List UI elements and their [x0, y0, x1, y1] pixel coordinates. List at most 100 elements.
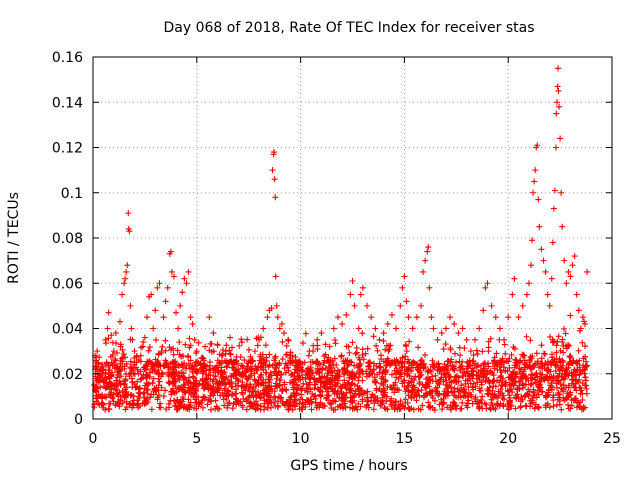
noise-point — [331, 379, 338, 386]
data-point — [227, 334, 234, 341]
noise-point — [213, 380, 220, 387]
noise-point — [287, 357, 294, 364]
data-point — [310, 348, 317, 355]
noise-point — [364, 397, 371, 404]
noise-point — [444, 382, 451, 389]
noise-point — [154, 394, 161, 401]
data-point — [276, 325, 283, 332]
noise-point — [212, 405, 219, 412]
noise-point — [302, 387, 309, 394]
data-point — [278, 320, 285, 327]
noise-point — [565, 393, 572, 400]
y-tick-label: 0.1 — [61, 186, 83, 202]
noise-point — [297, 376, 304, 383]
noise-point — [385, 357, 392, 364]
noise-point — [340, 371, 347, 378]
noise-point — [263, 369, 270, 376]
noise-point — [326, 363, 333, 370]
noise-point — [121, 363, 128, 370]
noise-point — [314, 369, 321, 376]
data-point — [480, 307, 487, 314]
data-point — [434, 336, 441, 343]
noise-point — [474, 362, 481, 369]
noise-point — [322, 365, 329, 372]
data-point — [214, 341, 221, 348]
data-point — [177, 302, 184, 309]
noise-point — [207, 392, 214, 399]
noise-point — [546, 404, 553, 411]
noise-point — [195, 359, 202, 366]
noise-point — [271, 393, 278, 400]
noise-point — [392, 362, 399, 369]
data-point — [119, 291, 126, 298]
noise-point — [473, 347, 480, 354]
noise-point — [294, 387, 301, 394]
noise-point — [521, 357, 528, 364]
noise-point — [559, 338, 566, 345]
noise-point — [527, 403, 534, 410]
noise-point — [242, 369, 249, 376]
noise-point — [512, 359, 519, 366]
noise-point — [113, 340, 120, 347]
noise-point — [383, 398, 390, 405]
noise-point — [367, 398, 374, 405]
noise-point — [365, 363, 372, 370]
data-point — [93, 388, 100, 395]
noise-point — [354, 383, 361, 390]
x-tick-label: 15 — [395, 431, 413, 447]
data-point — [175, 325, 182, 332]
noise-point — [274, 372, 281, 379]
noise-point — [195, 398, 202, 405]
noise-point — [329, 358, 336, 365]
noise-point — [512, 394, 519, 401]
noise-point — [112, 385, 119, 392]
noise-point — [174, 406, 181, 413]
noise-point — [229, 364, 236, 371]
data-point — [549, 239, 556, 246]
noise-point — [317, 393, 324, 400]
data-point — [301, 359, 308, 366]
noise-point — [559, 373, 566, 380]
data-point — [128, 325, 135, 332]
noise-point — [186, 365, 193, 372]
noise-point — [178, 369, 185, 376]
noise-point — [232, 380, 239, 387]
noise-point — [241, 357, 248, 364]
noise-point — [445, 374, 452, 381]
noise-point — [527, 337, 534, 344]
noise-point — [485, 344, 492, 351]
noise-point — [464, 400, 471, 407]
data-point — [272, 273, 279, 280]
noise-point — [146, 344, 153, 351]
noise-point — [173, 360, 180, 367]
noise-point — [243, 381, 250, 388]
data-point — [567, 273, 574, 280]
noise-point — [553, 402, 560, 409]
data-point — [535, 196, 542, 203]
data-point — [264, 314, 271, 321]
noise-point — [227, 357, 234, 364]
noise-point — [549, 336, 556, 343]
noise-point — [408, 375, 415, 382]
noise-point — [579, 339, 586, 346]
noise-point — [330, 361, 337, 368]
noise-point — [532, 379, 539, 386]
data-point — [116, 318, 123, 325]
noise-point — [440, 378, 447, 385]
noise-point — [296, 358, 303, 365]
noise-point — [313, 404, 320, 411]
noise-point — [391, 405, 398, 412]
noise-point — [479, 348, 486, 355]
data-point — [355, 325, 362, 332]
data-point — [239, 370, 246, 377]
noise-point — [444, 369, 451, 376]
noise-point — [500, 396, 507, 403]
noise-point — [321, 360, 328, 367]
noise-point — [237, 354, 244, 361]
data-point — [511, 275, 518, 282]
noise-point — [115, 400, 122, 407]
noise-point — [478, 381, 485, 388]
noise-point — [108, 332, 115, 339]
data-point — [484, 280, 491, 287]
noise-point — [518, 393, 525, 400]
